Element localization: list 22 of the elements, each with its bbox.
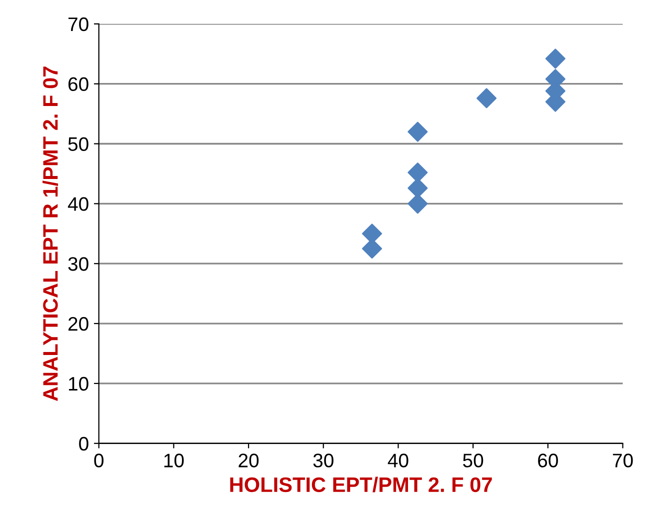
y-tick-label: 60: [68, 77, 88, 92]
x-axis-title: HOLISTIC EPT/PMT 2. F 07: [230, 476, 492, 492]
x-tick-label: 20: [238, 454, 259, 468]
y-tick-label: 20: [68, 317, 88, 331]
y-axis-title: ANALYTICAL EPT R 1/PMT 2. F 07: [42, 66, 58, 401]
x-tick-label: 60: [538, 454, 558, 468]
x-tick-label: 0: [94, 454, 104, 468]
x-tick-label: 70: [612, 454, 633, 468]
y-tick-label: 30: [68, 257, 88, 271]
y-tick-label: 10: [68, 376, 88, 391]
point: [408, 194, 428, 214]
y-tick-label: 70: [68, 17, 88, 32]
point: [476, 88, 497, 108]
x-tick-label: 30: [313, 454, 334, 468]
point: [408, 122, 428, 142]
point: [545, 48, 566, 69]
y-tick-label: 0: [79, 436, 88, 451]
x-tick-label: 40: [388, 454, 408, 468]
y-tick-label: 40: [68, 197, 88, 211]
x-tick-label: 50: [463, 454, 484, 468]
x-tick-label: 10: [164, 454, 184, 468]
y-tick-label: 50: [68, 137, 88, 151]
